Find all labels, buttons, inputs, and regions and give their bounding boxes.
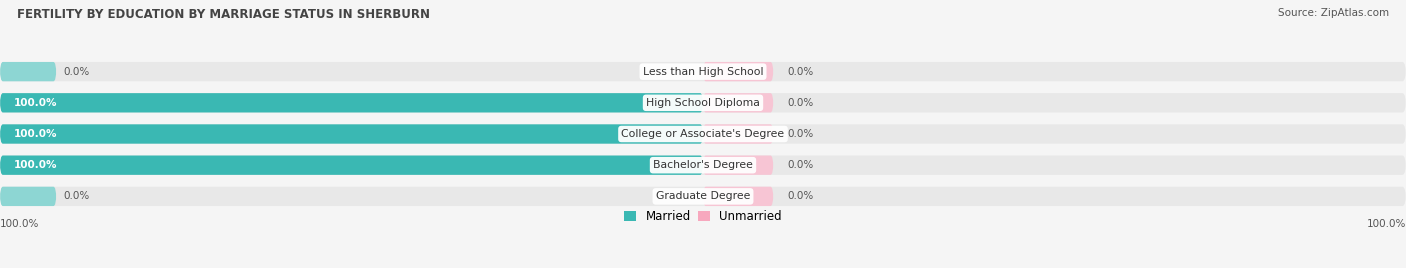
Text: Less than High School: Less than High School <box>643 67 763 77</box>
Text: Source: ZipAtlas.com: Source: ZipAtlas.com <box>1278 8 1389 18</box>
FancyBboxPatch shape <box>0 62 1406 81</box>
FancyBboxPatch shape <box>0 124 703 144</box>
FancyBboxPatch shape <box>703 93 773 113</box>
FancyBboxPatch shape <box>703 62 773 81</box>
FancyBboxPatch shape <box>0 187 1406 206</box>
Text: College or Associate's Degree: College or Associate's Degree <box>621 129 785 139</box>
Text: FERTILITY BY EDUCATION BY MARRIAGE STATUS IN SHERBURN: FERTILITY BY EDUCATION BY MARRIAGE STATU… <box>17 8 430 21</box>
FancyBboxPatch shape <box>0 93 703 113</box>
FancyBboxPatch shape <box>0 155 1406 175</box>
Text: 0.0%: 0.0% <box>787 191 814 201</box>
Text: 0.0%: 0.0% <box>63 191 90 201</box>
FancyBboxPatch shape <box>0 124 1406 144</box>
Text: 0.0%: 0.0% <box>787 129 814 139</box>
FancyBboxPatch shape <box>0 93 1406 113</box>
Text: 0.0%: 0.0% <box>787 67 814 77</box>
Text: High School Diploma: High School Diploma <box>647 98 759 108</box>
FancyBboxPatch shape <box>703 124 773 144</box>
FancyBboxPatch shape <box>0 155 703 175</box>
Text: 100.0%: 100.0% <box>14 160 58 170</box>
Text: 100.0%: 100.0% <box>0 219 39 229</box>
Text: 0.0%: 0.0% <box>787 160 814 170</box>
Text: 100.0%: 100.0% <box>1367 219 1406 229</box>
Text: 100.0%: 100.0% <box>14 98 58 108</box>
Text: Graduate Degree: Graduate Degree <box>655 191 751 201</box>
FancyBboxPatch shape <box>703 187 773 206</box>
Text: 0.0%: 0.0% <box>787 98 814 108</box>
FancyBboxPatch shape <box>0 187 56 206</box>
Text: 0.0%: 0.0% <box>63 67 90 77</box>
Legend: Married, Unmarried: Married, Unmarried <box>620 205 786 228</box>
FancyBboxPatch shape <box>703 155 773 175</box>
FancyBboxPatch shape <box>0 62 56 81</box>
Text: 100.0%: 100.0% <box>14 129 58 139</box>
Text: Bachelor's Degree: Bachelor's Degree <box>652 160 754 170</box>
